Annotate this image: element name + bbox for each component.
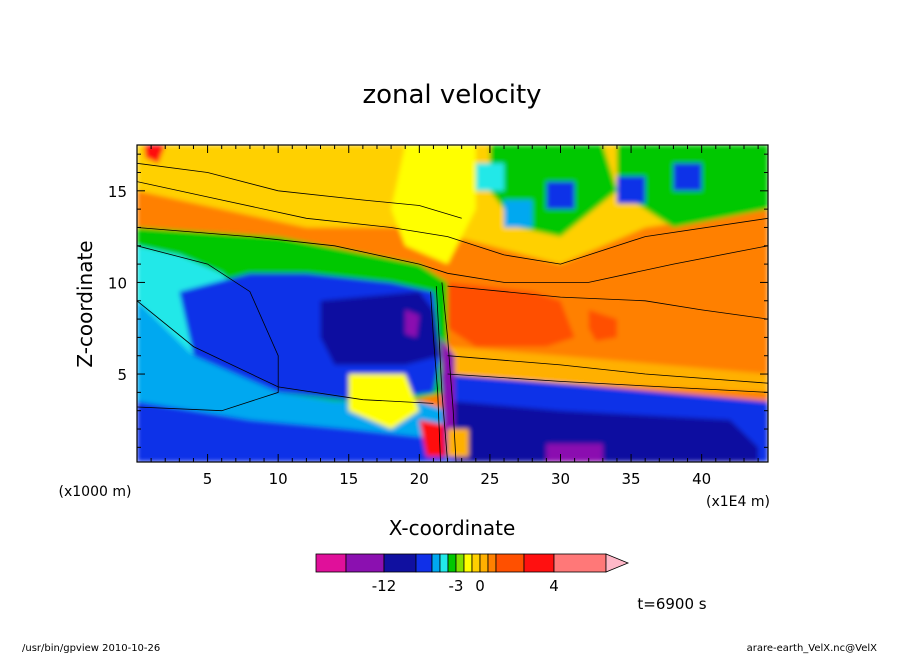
- colorbar-bin: [523, 553, 555, 573]
- colorbar-bin: [345, 553, 385, 573]
- field-region: [391, 145, 476, 265]
- field-region: [440, 337, 455, 457]
- colorbar-tick-label: -3: [449, 577, 464, 595]
- x-tick-label: 15: [339, 470, 358, 488]
- plot-area: 5 10 15 20 25 30 35 40 5 10 15: [108, 144, 769, 488]
- contour-line: [447, 285, 768, 320]
- chart-title: zonal velocity: [362, 80, 541, 110]
- y-tick-label: 15: [108, 183, 127, 201]
- y-tick-label: 5: [117, 366, 127, 384]
- y-tick-label: 10: [108, 274, 127, 292]
- x-tick-label: 30: [551, 470, 570, 488]
- field-region: [405, 309, 420, 338]
- field-region: [454, 401, 759, 462]
- field-region: [447, 282, 575, 347]
- contour-line: [137, 181, 768, 265]
- colorbar-bin: [479, 553, 489, 573]
- colorbar-arrow: [605, 553, 630, 573]
- colorbar-bin: [415, 553, 433, 573]
- field-region: [144, 145, 166, 164]
- plot-frame: [136, 144, 769, 463]
- contour-line: [435, 286, 448, 462]
- contour-line: [137, 300, 434, 404]
- x-tick-label: 25: [480, 470, 499, 488]
- velocity-field: [137, 145, 768, 462]
- contour-lines: [137, 162, 768, 462]
- x-tick-label: 5: [203, 470, 213, 488]
- field-regions: [137, 145, 768, 462]
- x-tick-label: 20: [410, 470, 429, 488]
- y-unit-label: (x1000 m): [59, 484, 132, 500]
- contour-line: [447, 355, 768, 384]
- x-axis: 5 10 15 20 25 30 35 40: [150, 145, 759, 488]
- colorbar-bin: [455, 553, 465, 573]
- colorbar-bin: [471, 553, 481, 573]
- field-region: [447, 429, 469, 457]
- field-region: [617, 176, 646, 204]
- colorbar-bin: [553, 553, 607, 573]
- colorbar-bin: [495, 553, 525, 573]
- y-axis-label: Z-coordinate: [73, 240, 97, 367]
- field-region: [137, 401, 448, 462]
- field-region: [447, 346, 768, 393]
- x-tick-label: 40: [692, 470, 711, 488]
- colorbar-bin: [463, 553, 473, 573]
- x-tick-label: 10: [269, 470, 288, 488]
- field-region: [320, 291, 441, 365]
- contour-line: [137, 245, 279, 412]
- field-region: [588, 309, 617, 342]
- colorbar-tick-label: -12: [372, 577, 397, 595]
- field-region: [475, 163, 504, 191]
- x-axis-label: X-coordinate: [389, 516, 516, 540]
- colorbar: -12 -3 0 4: [315, 553, 630, 595]
- x-unit-label: (x1E4 m): [706, 494, 770, 510]
- field-region: [673, 163, 702, 191]
- field-region: [504, 200, 533, 228]
- footer-left: /usr/bin/gpview 2010-10-26: [22, 643, 160, 654]
- contour-line: [430, 291, 441, 462]
- contour-line: [447, 373, 768, 393]
- contour-line: [441, 282, 457, 462]
- footer-right: arare-earth_VelX.nc@VelX: [747, 643, 878, 654]
- colorbar-bin: [447, 553, 457, 573]
- colorbar-bin: [431, 553, 441, 573]
- time-label: t=6900 s: [637, 595, 706, 613]
- colorbar-tick-label: 0: [475, 577, 485, 595]
- contour-line: [137, 227, 768, 283]
- contour-line: [137, 162, 462, 219]
- colorbar-bin: [315, 553, 347, 573]
- field-region: [546, 181, 575, 210]
- field-region: [419, 419, 448, 457]
- colorbar-bin: [439, 553, 449, 573]
- colorbar-bin: [487, 553, 497, 573]
- x-tick-label: 35: [622, 470, 641, 488]
- y-axis: 5 10 15: [108, 153, 768, 448]
- field-region: [348, 374, 420, 429]
- colorbar-bin: [383, 553, 417, 573]
- colorbar-tick-label: 4: [549, 577, 559, 595]
